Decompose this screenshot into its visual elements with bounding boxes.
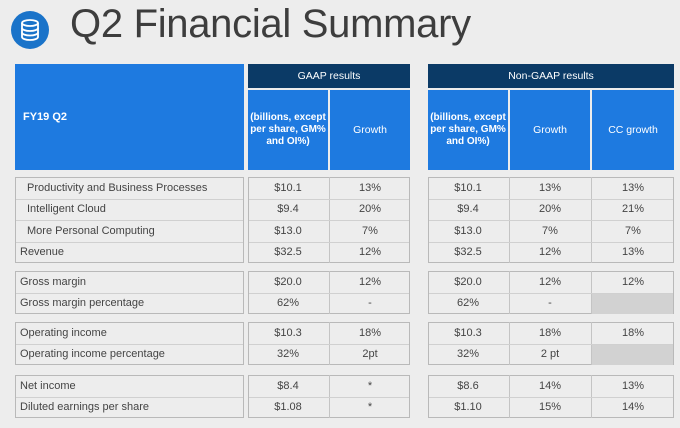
non-gaap-results-header: Non-GAAP results: [428, 64, 674, 88]
row-label: Net income: [20, 379, 76, 392]
cc-growth-value: 7%: [625, 224, 641, 237]
gaap-growth-value: *: [367, 401, 373, 414]
row-divider: [16, 343, 243, 345]
row-label: More Personal Computing: [27, 224, 155, 237]
gaap-growth-value: 12%: [358, 246, 382, 259]
row-group-label-box: [15, 322, 244, 365]
row-divider: [249, 220, 409, 221]
gaap-value: $32.5: [274, 246, 302, 259]
row-label: Gross margin percentage: [20, 297, 145, 310]
gaap-growth-value: 20%: [358, 203, 382, 216]
row-divider: [429, 343, 673, 345]
row-label: Operating income percentage: [20, 348, 165, 361]
cc-growth-header: CC growth: [592, 90, 674, 170]
non-gaap-value: 32%: [456, 348, 480, 361]
row-divider: [249, 343, 409, 345]
gaap-results-header: GAAP results: [248, 64, 410, 88]
non-gaap-growth-value: 12%: [538, 275, 562, 288]
row-divider: [16, 292, 243, 294]
gaap-value: $9.4: [277, 203, 299, 216]
non-gaap-growth-value: 2 pt: [540, 348, 560, 361]
row-divider: [249, 396, 409, 398]
non-gaap-value: $1.10: [454, 401, 482, 414]
non-gaap-value: $32.5: [454, 246, 482, 259]
cc-growth-empty-cell: [592, 293, 673, 314]
row-group-label-box: [15, 375, 244, 418]
row-group-label-box: [15, 271, 244, 314]
row-divider: [429, 220, 673, 221]
row-label: Diluted earnings per share: [20, 401, 150, 414]
period-label: FY19 Q2: [15, 64, 244, 170]
non-gaap-growth-value: 12%: [538, 246, 562, 259]
row-group-non-gaap-box: [428, 375, 674, 418]
row-divider: [249, 241, 409, 243]
gaap-growth-value: 18%: [358, 326, 382, 339]
non-gaap-value: $10.3: [454, 326, 482, 339]
cc-growth-empty-cell: [592, 344, 673, 365]
non-gaap-value: $8.6: [457, 379, 479, 392]
row-divider: [16, 241, 243, 243]
non-gaap-value: $13.0: [454, 224, 482, 237]
gaap-growth-header: Growth: [330, 90, 410, 170]
row-label: Operating income: [20, 326, 107, 339]
row-label: Productivity and Business Processes: [27, 181, 208, 194]
gaap-value: 32%: [276, 348, 300, 361]
non-gaap-value: $10.1: [454, 181, 482, 194]
non-gaap-growth-value: 20%: [538, 203, 562, 216]
row-divider: [16, 198, 243, 200]
row-group-non-gaap-box: [428, 322, 674, 365]
row-divider: [429, 396, 673, 398]
row-label: Intelligent Cloud: [27, 203, 106, 216]
row-group-label-box: [15, 177, 244, 263]
slide-header: Q2 Financial Summary: [0, 0, 680, 62]
cc-growth-value: 21%: [621, 203, 645, 216]
cc-growth-value: 14%: [621, 401, 645, 414]
row-group-non-gaap-box: [428, 271, 674, 314]
row-group-non-gaap-box: [428, 177, 674, 263]
gaap-growth-value: 13%: [358, 181, 382, 194]
gaap-value: 62%: [276, 297, 300, 310]
non-gaap-value: 62%: [456, 297, 480, 310]
row-divider: [16, 396, 243, 398]
cc-growth-value: 13%: [621, 246, 645, 259]
row-divider: [429, 241, 673, 243]
gaap-growth-value: -: [368, 297, 372, 310]
non-gaap-growth-header: Growth: [510, 90, 590, 170]
gaap-growth-value: 2pt: [362, 348, 378, 361]
gaap-value: $10.1: [274, 181, 302, 194]
non-gaap-units-label: (billions, except per share, GM% and OI%…: [428, 90, 508, 170]
non-gaap-growth-value: 7%: [542, 224, 558, 237]
gaap-value: $8.4: [277, 379, 299, 392]
row-label: Gross margin: [20, 275, 87, 288]
non-gaap-growth-value: 13%: [538, 181, 562, 194]
non-gaap-growth-value: -: [548, 297, 552, 310]
non-gaap-value: $9.4: [457, 203, 479, 216]
row-divider: [249, 198, 409, 200]
non-gaap-growth-value: 18%: [538, 326, 562, 339]
gaap-growth-value: 7%: [362, 224, 378, 237]
cc-growth-value: 13%: [621, 379, 645, 392]
non-gaap-growth-value: 14%: [538, 379, 562, 392]
row-divider: [249, 292, 409, 294]
gaap-value: $1.08: [274, 401, 302, 414]
gaap-value: $13.0: [274, 224, 302, 237]
gaap-value: $20.0: [274, 275, 302, 288]
gaap-value: $10.3: [274, 326, 302, 339]
non-gaap-value: $20.0: [454, 275, 482, 288]
non-gaap-growth-value: 15%: [538, 401, 562, 414]
row-divider: [16, 220, 243, 221]
cc-growth-value: 13%: [621, 181, 645, 194]
gaap-growth-value: 12%: [358, 275, 382, 288]
gaap-growth-value: *: [367, 379, 373, 392]
cc-growth-value: 12%: [621, 275, 645, 288]
cc-growth-value: 18%: [621, 326, 645, 339]
row-label: Revenue: [20, 246, 65, 259]
gaap-units-label: (billions, except per share, GM% and OI%…: [248, 90, 328, 170]
row-divider: [429, 292, 673, 294]
page-title: Q2 Financial Summary: [70, 2, 471, 46]
database-icon: [11, 11, 49, 49]
row-divider: [429, 198, 673, 200]
